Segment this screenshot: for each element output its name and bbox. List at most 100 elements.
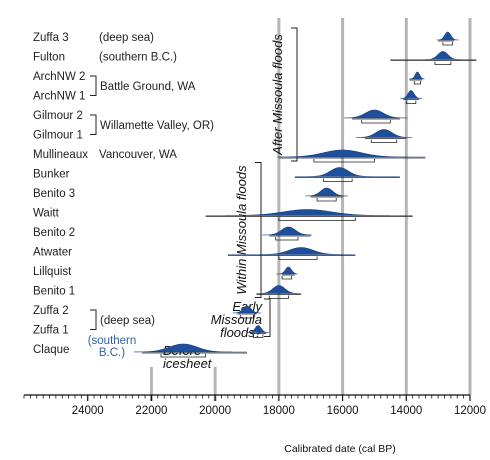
distribution-benito-1 xyxy=(256,285,302,299)
sample-label: ArchNW 2 xyxy=(33,71,85,83)
probability-curve xyxy=(256,285,302,294)
range-bracket xyxy=(278,256,318,260)
period-label: After Missoula floods xyxy=(270,34,285,156)
probability-curve xyxy=(276,266,298,275)
distribution-zuffa-3 xyxy=(436,31,460,46)
probability-curve xyxy=(305,187,348,197)
location-label: (deep sea) xyxy=(100,315,155,327)
tick-label-20000: 20000 xyxy=(199,405,231,417)
period-bracket xyxy=(264,298,271,337)
distribution-archnw-1 xyxy=(400,90,423,104)
sample-label: Waitt xyxy=(33,208,60,220)
distribution-atwater xyxy=(227,247,356,260)
location-label: B.C.) xyxy=(99,347,125,359)
probability-curve xyxy=(227,247,356,255)
probability-curve xyxy=(436,31,460,41)
range-bracket xyxy=(278,217,356,221)
period-label: icesheet xyxy=(163,356,213,371)
probability-curve xyxy=(344,109,408,119)
location-label: (deep sea) xyxy=(99,32,154,44)
range-bracket xyxy=(281,276,292,280)
probability-curve xyxy=(261,226,313,236)
sample-label: Benito 3 xyxy=(33,188,75,200)
location-label: (southern B.C.) xyxy=(99,52,177,64)
period-labels: After Missoula floods Within Missoula flo… xyxy=(163,27,298,371)
sample-label: Zuffa 3 xyxy=(33,32,69,44)
range-bracket xyxy=(240,315,254,319)
sample-label: Benito 1 xyxy=(33,286,75,298)
x-axis-title: Calibrated date (cal BP) xyxy=(284,443,395,455)
tick-label-12000: 12000 xyxy=(454,405,486,417)
probability-curve xyxy=(294,167,400,177)
period-label: Within Missoula floods xyxy=(234,165,249,295)
period-label: Missoula xyxy=(211,312,262,327)
period-bracket xyxy=(291,27,298,162)
sample-label: Mullineaux xyxy=(33,149,88,161)
probability-curve xyxy=(277,149,426,158)
range-bracket xyxy=(323,178,353,182)
distribution-fulton xyxy=(390,51,477,65)
sample-label: Bunker xyxy=(33,169,70,181)
distribution-waitt xyxy=(205,209,413,221)
x-axis: 24000 22000 20000 18000 16000 14000 12000 xyxy=(23,394,486,417)
date-distributions xyxy=(133,31,477,358)
probability-curve xyxy=(133,343,247,353)
tick-label-16000: 16000 xyxy=(327,405,359,417)
range-bracket xyxy=(413,81,422,85)
range-bracket xyxy=(434,61,452,65)
sample-label: Zuffa 1 xyxy=(33,325,69,337)
period-label: floods? xyxy=(220,325,263,340)
sample-label: Atwater xyxy=(33,247,72,259)
tick-label-24000: 24000 xyxy=(72,405,104,417)
probability-curve xyxy=(247,325,269,333)
sample-label: Claque xyxy=(33,344,69,356)
distribution-benito-2 xyxy=(261,226,313,241)
range-bracket xyxy=(268,295,289,299)
range-bracket xyxy=(370,139,398,143)
location-bracket xyxy=(90,75,97,96)
sample-labels: Zuffa 3 Fulton ArchNW 2 ArchNW 1 Gilmour 2 Gi… xyxy=(33,32,88,356)
probability-curve xyxy=(390,51,477,60)
reference-lines xyxy=(149,18,472,401)
sample-label: Lillquist xyxy=(33,266,72,278)
distribution-gilmour-1 xyxy=(355,129,413,143)
sample-label: Gilmour 1 xyxy=(33,130,83,142)
range-bracket xyxy=(275,237,299,241)
location-label: Willamette Valley, OR) xyxy=(100,120,214,132)
period-bracket xyxy=(255,162,262,298)
distribution-benito-3 xyxy=(305,187,348,202)
distribution-archnw-2 xyxy=(409,71,425,85)
range-bracket xyxy=(361,120,391,124)
location-labels: (deep sea) (southern B.C.) Battle Ground, … xyxy=(88,32,214,359)
distribution-zuffa-1 xyxy=(247,325,269,338)
distribution-zuffa-2 xyxy=(232,305,262,319)
distribution-gilmour-2 xyxy=(344,109,408,124)
probability-curve xyxy=(355,129,413,138)
range-bracket xyxy=(405,100,417,104)
location-bracket xyxy=(90,309,97,330)
location-bracket xyxy=(90,114,97,135)
range-bracket xyxy=(160,354,206,358)
distribution-claque xyxy=(133,343,247,358)
tick-label-18000: 18000 xyxy=(263,405,295,417)
range-bracket xyxy=(442,42,453,46)
distribution-lillquist xyxy=(276,266,298,280)
probability-curve xyxy=(232,305,262,314)
range-bracket xyxy=(313,159,375,163)
sample-label: ArchNW 1 xyxy=(33,91,85,103)
probability-curve xyxy=(205,209,413,216)
tick-label-22000: 22000 xyxy=(135,405,167,417)
sample-label: Zuffa 2 xyxy=(33,305,69,317)
location-label: Battle Ground, WA xyxy=(100,81,196,93)
distribution-mullineaux xyxy=(277,149,426,163)
tick-label-14000: 14000 xyxy=(390,405,422,417)
range-bracket xyxy=(252,334,264,338)
sample-label: Gilmour 2 xyxy=(33,110,83,122)
sample-label: Benito 2 xyxy=(33,227,75,239)
probability-curve xyxy=(409,71,425,80)
range-bracket xyxy=(316,198,337,202)
probability-curve xyxy=(400,90,423,99)
sample-label: Fulton xyxy=(33,52,65,64)
location-label: Vancouver, WA xyxy=(99,149,177,161)
